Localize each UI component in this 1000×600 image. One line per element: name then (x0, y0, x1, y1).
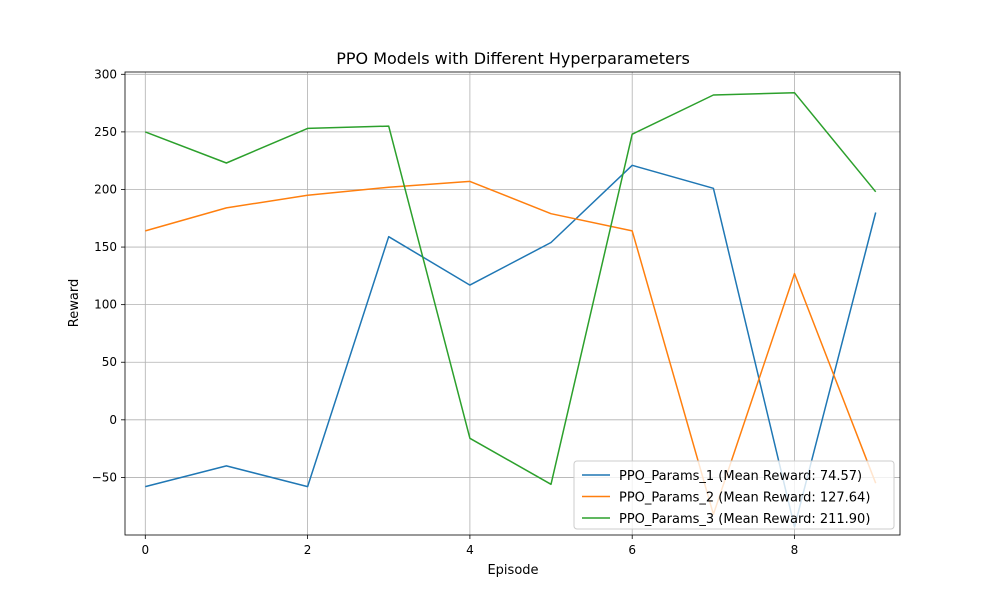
legend-label-3: PPO_Params_3 (Mean Reward: 211.90) (619, 512, 870, 527)
legend: PPO_Params_1 (Mean Reward: 74.57) PPO_Par… (573, 460, 895, 530)
y-axis-label: Reward (67, 279, 82, 327)
legend-label-1: PPO_Params_1 (Mean Reward: 74.57) (619, 469, 862, 484)
y-tick-label: 150 (94, 240, 117, 254)
x-tick-label: 2 (304, 543, 312, 557)
y-tick-label: 250 (94, 125, 117, 139)
y-tick-label: 50 (102, 355, 117, 369)
chart-title: PPO Models with Different Hyperparameter… (336, 49, 690, 68)
series-line-2 (145, 180, 877, 516)
y-tick-label: 100 (94, 298, 117, 312)
y-tick-label: 200 (94, 182, 117, 196)
legend-label-2: PPO_Params_2 (Mean Reward: 127.64) (619, 491, 870, 506)
x-tick-label: 4 (466, 543, 474, 557)
y-tick-label: −50 (92, 470, 117, 484)
x-tick-label: 6 (628, 543, 636, 557)
x-axis-label: Episode (487, 563, 538, 578)
axis-ticks: 0 2 4 6 8 −50 0 50 100 150 200 250 300 (92, 67, 799, 557)
series-line-3 (145, 91, 877, 486)
series-line-1 (145, 164, 877, 528)
y-tick-label: 300 (94, 67, 117, 81)
series-lines (145, 91, 877, 528)
y-tick-label: 0 (109, 413, 117, 427)
legend-box (573, 460, 895, 530)
grid-lines (125, 72, 900, 535)
x-tick-label: 8 (791, 543, 799, 557)
plot-area-frame (124, 71, 901, 536)
x-tick-label: 0 (141, 543, 149, 557)
